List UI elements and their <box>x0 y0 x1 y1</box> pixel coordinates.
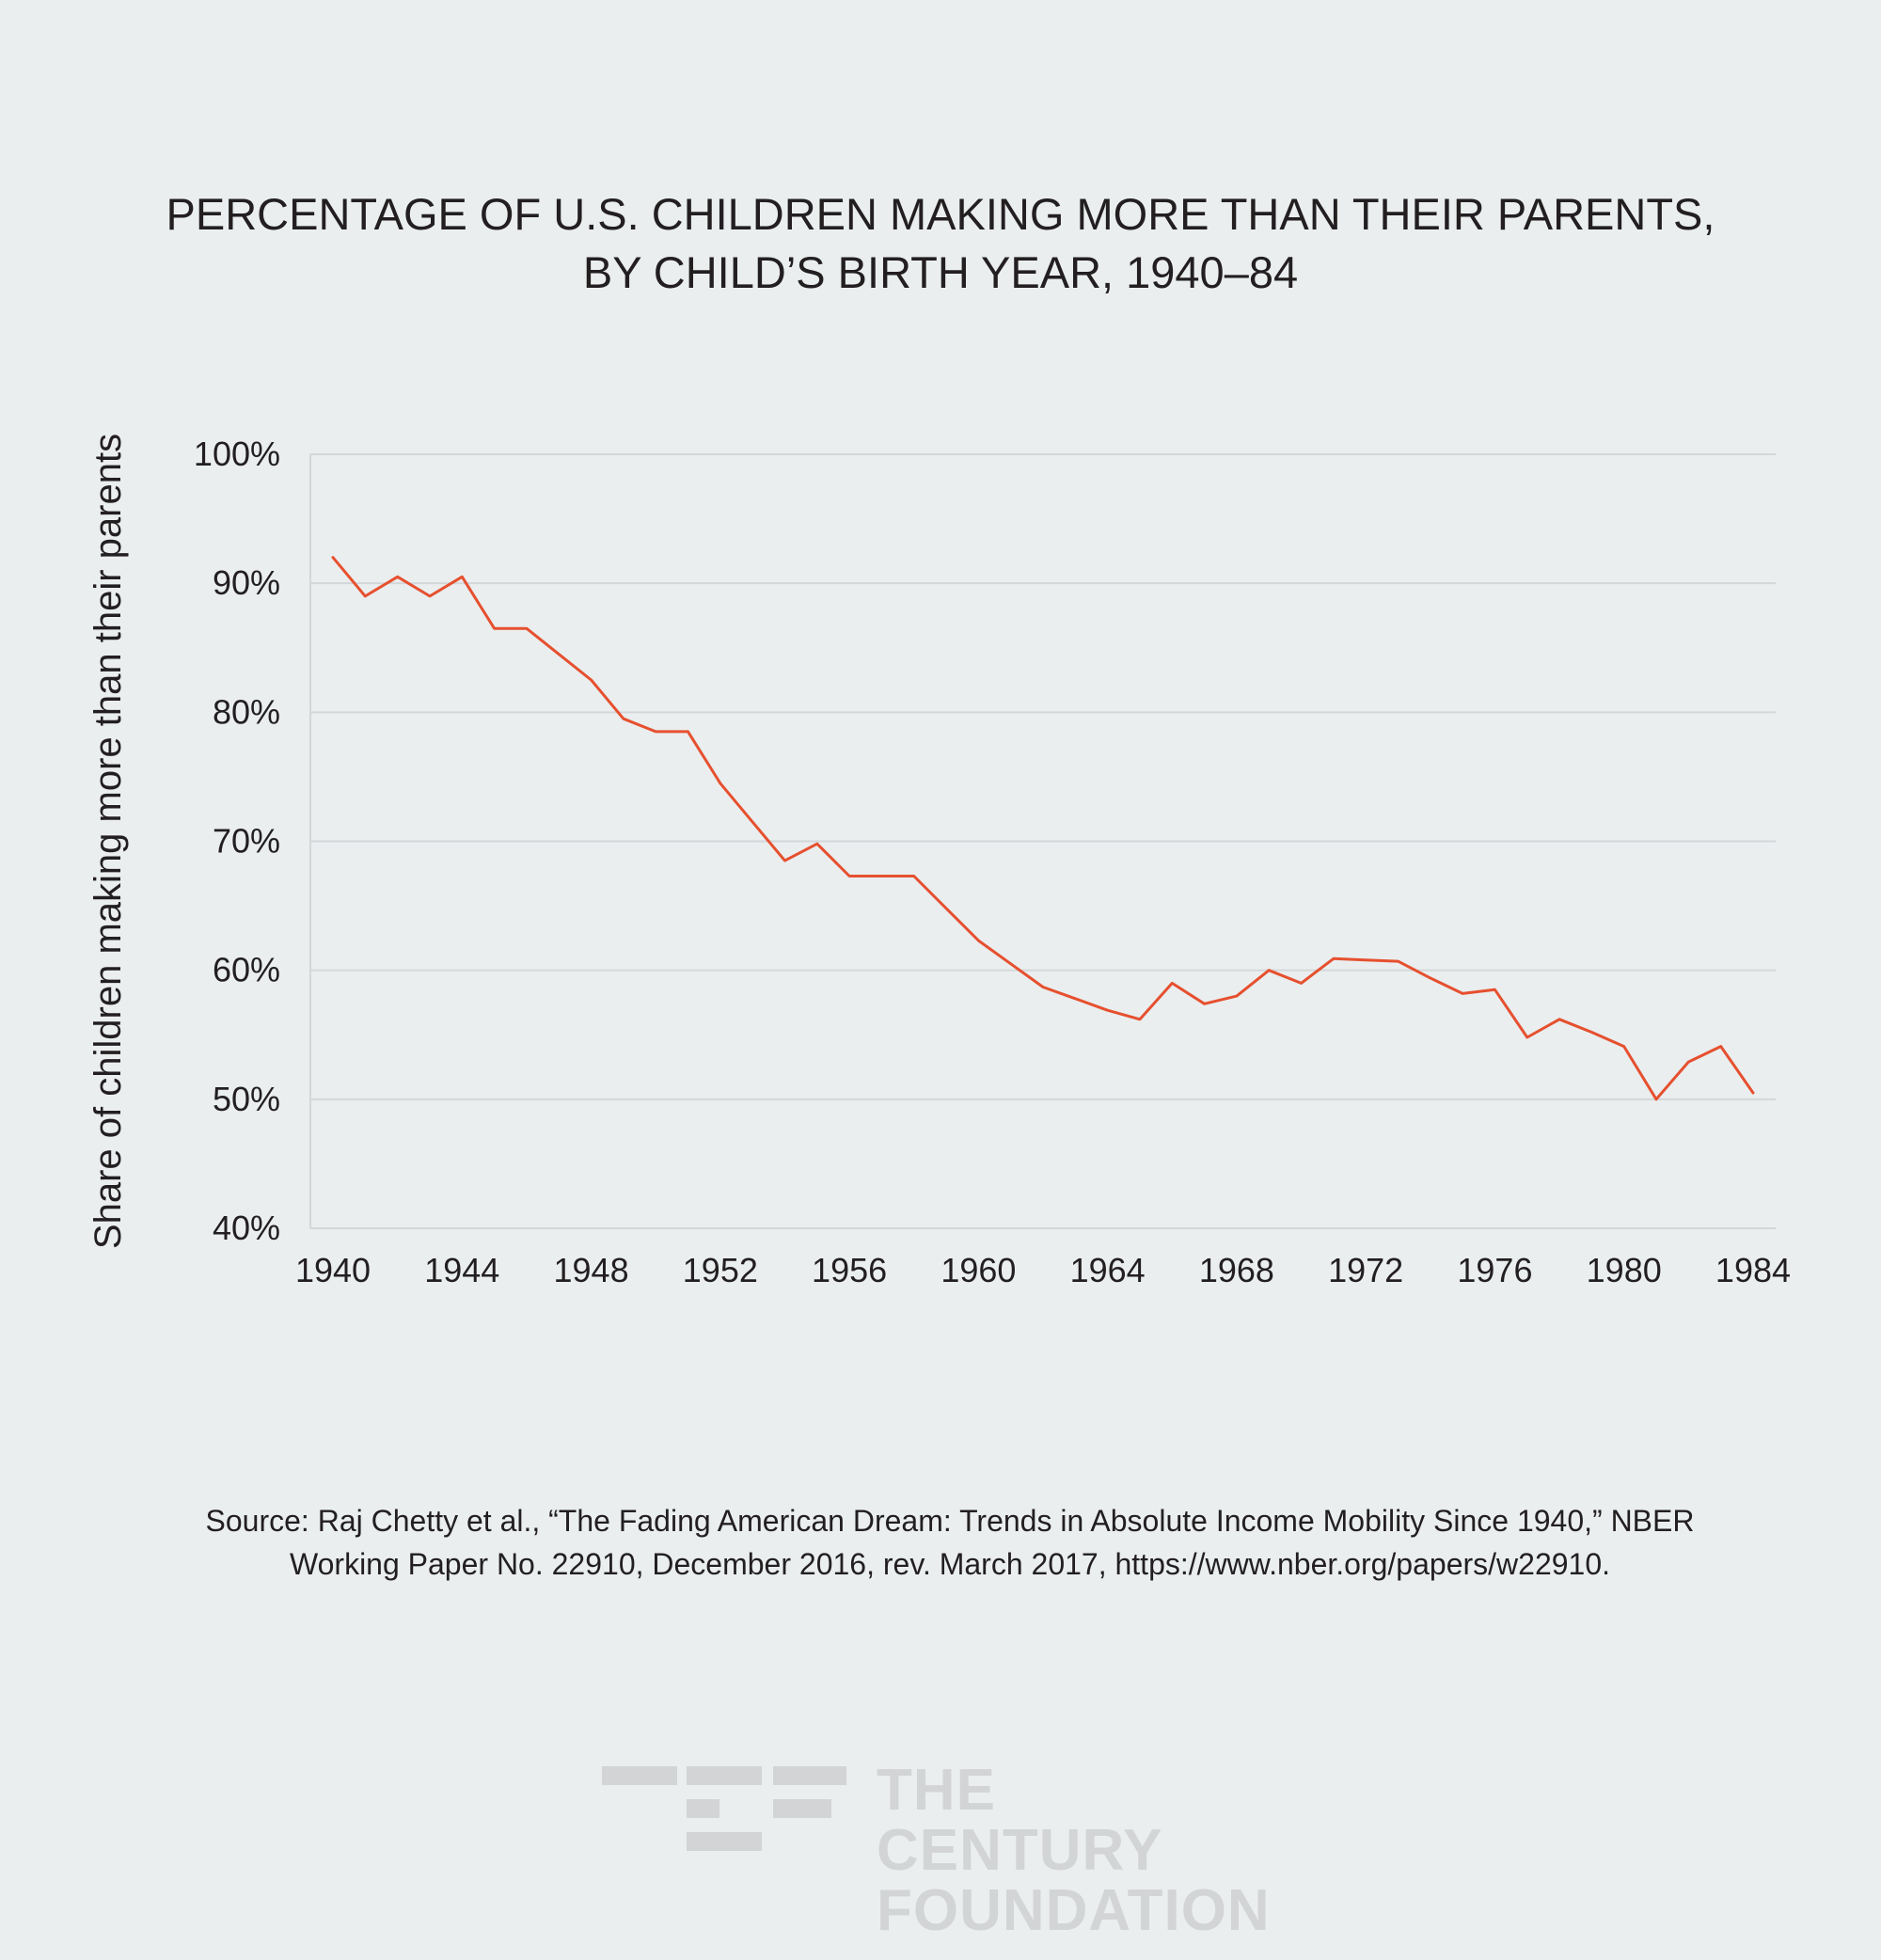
y-tick-label: 100% <box>194 435 280 473</box>
x-tick-label: 1940 <box>295 1251 371 1289</box>
x-tick-label: 1960 <box>940 1251 1016 1289</box>
x-tick-label: 1952 <box>683 1251 758 1289</box>
chart-title: PERCENTAGE OF U.S. CHILDREN MAKING MORE … <box>0 185 1881 302</box>
y-tick-label: 60% <box>213 951 280 989</box>
logo-mark-icon <box>602 1766 846 1851</box>
logo-wordmark: THE CENTURY FOUNDATION <box>877 1761 1279 1941</box>
series-line <box>331 556 1755 1101</box>
logo-text-line-1: THE CENTURY <box>877 1758 1163 1883</box>
y-tick-label: 50% <box>213 1080 280 1118</box>
x-tick-label: 1980 <box>1587 1251 1662 1289</box>
source-note-line-2: Working Paper No. 22910, December 2016, … <box>289 1547 1611 1581</box>
y-tick-label: 70% <box>213 822 280 861</box>
x-tick-label: 1968 <box>1199 1251 1274 1289</box>
logo-text-line-2: FOUNDATION <box>877 1878 1271 1943</box>
y-tick-label: 90% <box>213 563 280 602</box>
x-tick-label: 1972 <box>1328 1251 1403 1289</box>
source-note: Source: Raj Chetty et al., “The Fading A… <box>141 1499 1759 1586</box>
chart-title-line-1: PERCENTAGE OF U.S. CHILDREN MAKING MORE … <box>166 189 1715 239</box>
century-foundation-logo: THE CENTURY FOUNDATION <box>602 1761 1279 1941</box>
x-tick-label: 1948 <box>554 1251 629 1289</box>
x-tick-label: 1944 <box>424 1251 499 1289</box>
source-note-line-1: Source: Raj Chetty et al., “The Fading A… <box>205 1504 1695 1538</box>
y-tick-label: 40% <box>213 1209 280 1247</box>
x-tick-label: 1964 <box>1070 1251 1146 1289</box>
x-tick-label: 1984 <box>1715 1251 1791 1289</box>
chart-title-line-2: BY CHILD’S BIRTH YEAR, 1940–84 <box>582 247 1299 297</box>
x-tick-label: 1976 <box>1457 1251 1532 1289</box>
y-axis-title: Share of children making more than their… <box>87 434 129 1249</box>
y-tick-label: 80% <box>213 692 280 731</box>
x-tick-label: 1956 <box>812 1251 887 1289</box>
